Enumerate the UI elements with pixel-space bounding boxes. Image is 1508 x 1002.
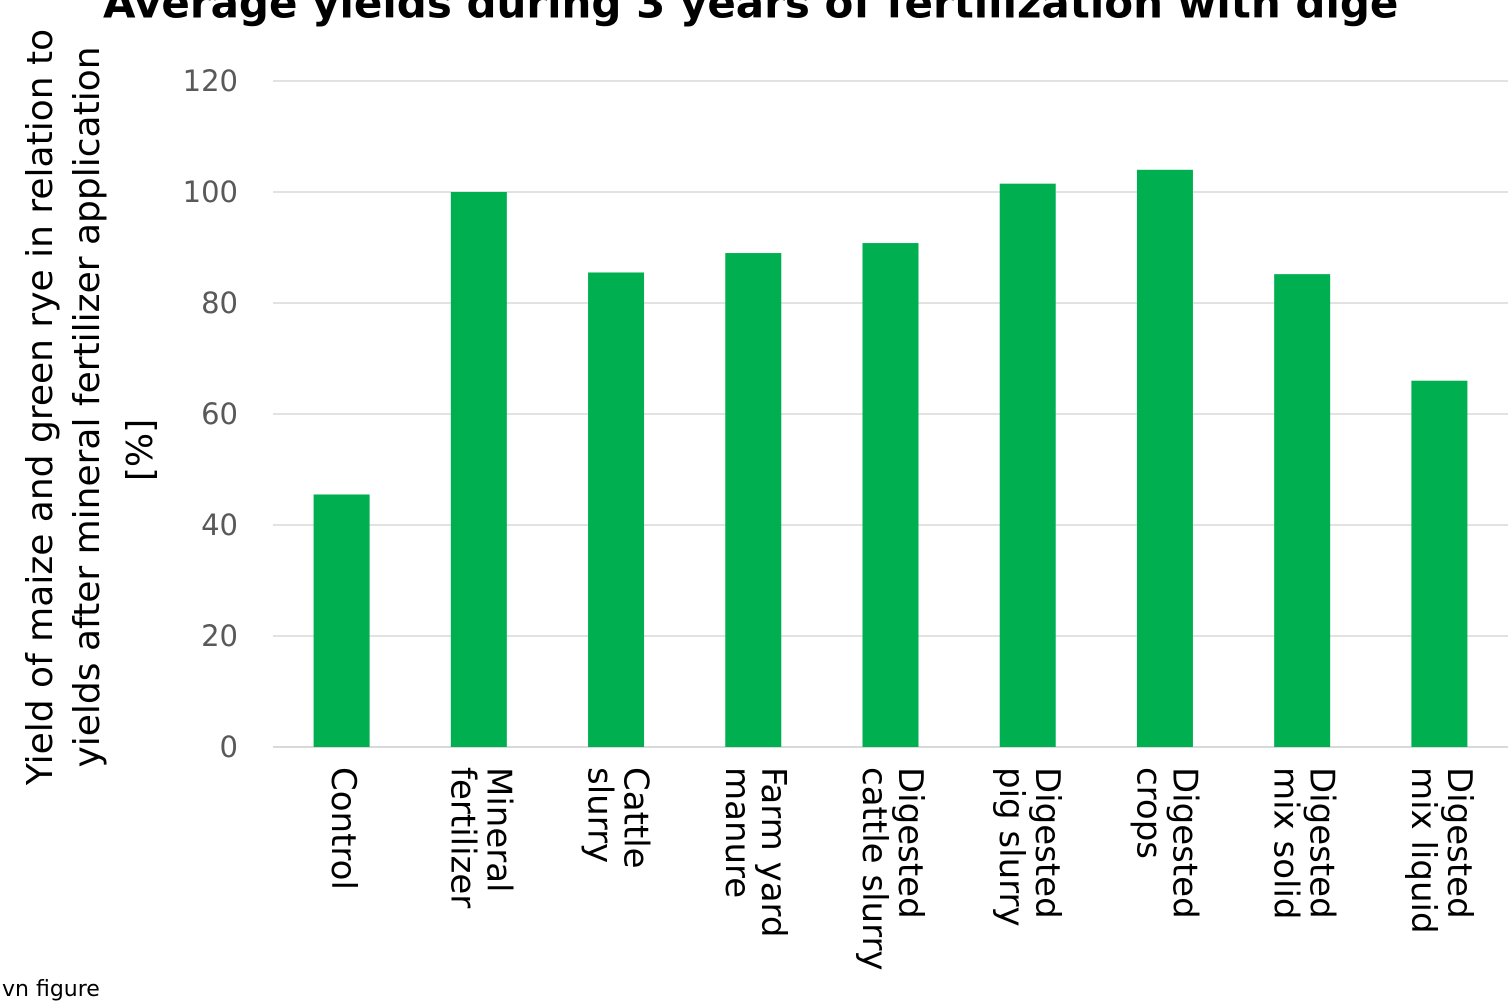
x-tick-label: manure: [717, 767, 757, 898]
x-tick-label: Digested: [890, 767, 930, 919]
x-tick-label: Mineral: [478, 767, 518, 893]
bar-3: [725, 253, 782, 748]
x-tick-label: Farm yard: [753, 767, 793, 938]
bar-7: [1274, 274, 1331, 747]
y-axis-label-line: Yield of maize and green rye in relation…: [20, 29, 61, 786]
bar-1: [450, 192, 507, 747]
x-tick-label: cattle slurry: [854, 767, 894, 971]
x-tick-label: Digested: [1164, 767, 1204, 919]
y-tick-label: 60: [201, 397, 238, 431]
x-tick-label: Digested: [1302, 767, 1342, 919]
bar-0: [313, 494, 370, 747]
x-tick-label: mix solid: [1266, 767, 1306, 920]
y-axis-ticks: 0 20 40 60 80 100 120: [183, 64, 238, 764]
chart-title: Average yields during 3 years of fertili…: [103, 0, 1398, 28]
bar-8: [1411, 380, 1468, 747]
bar-2: [588, 272, 645, 747]
x-tick-label: Digested: [1439, 767, 1479, 919]
x-tick-label: mix liquid: [1403, 767, 1443, 934]
bars: [313, 169, 1468, 748]
bar-5: [999, 183, 1056, 748]
x-tick-label: crops: [1128, 767, 1168, 859]
y-tick-label: 80: [201, 286, 238, 320]
y-axis-label: Yield of maize and green rye in relation…: [20, 29, 161, 786]
y-tick-label: 120: [183, 64, 238, 98]
x-tick-label: pig slurry: [991, 767, 1031, 927]
x-tick-label: slurry: [580, 767, 620, 863]
y-tick-label: 40: [201, 508, 238, 542]
y-tick-label: 20: [201, 619, 238, 653]
x-tick-label: Control: [323, 767, 363, 890]
x-tick-label: fertilizer: [442, 767, 482, 908]
y-axis-label-line: yields after mineral fertilizer applicat…: [67, 46, 108, 767]
y-tick-label: 0: [220, 730, 238, 764]
x-tick-label: Cattle: [616, 767, 656, 869]
y-tick-label: 100: [183, 175, 238, 209]
source-note: vn figure: [2, 977, 100, 1002]
bar-6: [1136, 169, 1193, 748]
y-axis-label-line: [%]: [120, 419, 161, 481]
x-tick-label: Digested: [1027, 767, 1067, 919]
bar-4: [862, 243, 919, 747]
